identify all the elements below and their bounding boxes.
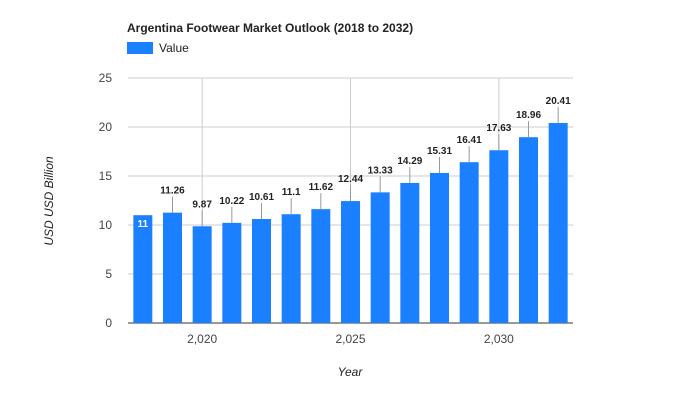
bar xyxy=(370,192,390,323)
y-tick-label: 20 xyxy=(99,120,113,134)
data-label: 11 xyxy=(138,219,149,230)
data-label: 16.41 xyxy=(457,135,482,146)
data-label: 11.62 xyxy=(309,182,334,193)
y-tick-label: 25 xyxy=(99,71,113,85)
bar xyxy=(519,137,538,323)
y-tick-label: 5 xyxy=(105,267,112,281)
data-label: 20.41 xyxy=(546,96,571,107)
data-label: 11.1 xyxy=(282,187,301,198)
bar xyxy=(400,182,420,323)
x-tick-label: 2,025 xyxy=(335,332,365,346)
data-label: 11.26 xyxy=(160,186,185,197)
bar xyxy=(459,162,479,323)
data-label: 12.44 xyxy=(338,174,363,185)
x-axis-title: Year xyxy=(338,365,364,379)
bar xyxy=(548,122,568,324)
bars xyxy=(133,122,568,324)
bar xyxy=(222,222,242,323)
legend-swatch-value xyxy=(127,42,153,54)
x-tick-label: 2,030 xyxy=(484,332,514,346)
bar xyxy=(430,172,449,323)
data-label: 13.33 xyxy=(368,165,393,176)
bar xyxy=(163,212,182,323)
y-tick-label: 15 xyxy=(99,169,113,183)
y-tick-label: 10 xyxy=(99,218,113,232)
bar xyxy=(341,201,360,323)
data-label: 14.29 xyxy=(397,156,422,167)
x-axis: 2,020 2,025 2,030 xyxy=(187,332,514,346)
x-tick-label: 2,020 xyxy=(187,332,217,346)
data-label: 17.63 xyxy=(486,123,511,134)
bar xyxy=(489,150,509,323)
y-axis: 0 5 10 15 20 25 xyxy=(99,71,113,330)
y-axis-title: USD USD Billion xyxy=(42,156,56,246)
data-label: 10.22 xyxy=(219,196,244,207)
y-tick-label: 0 xyxy=(105,316,112,330)
data-label: 18.96 xyxy=(516,110,541,121)
legend-label-value: Value xyxy=(159,41,189,55)
chart-title: Argentina Footwear Market Outlook (2018 … xyxy=(127,21,413,35)
bar xyxy=(311,209,331,323)
data-label: 10.61 xyxy=(249,192,274,203)
bar xyxy=(133,215,153,323)
data-label: 15.31 xyxy=(427,146,452,157)
data-labels: 11 11.26 9.87 10.22 10.61 11.1 11.62 12.44 13.33… xyxy=(138,96,572,230)
data-label: 9.87 xyxy=(192,199,212,210)
bar xyxy=(252,219,271,323)
bar xyxy=(281,214,301,323)
bar xyxy=(192,226,212,323)
